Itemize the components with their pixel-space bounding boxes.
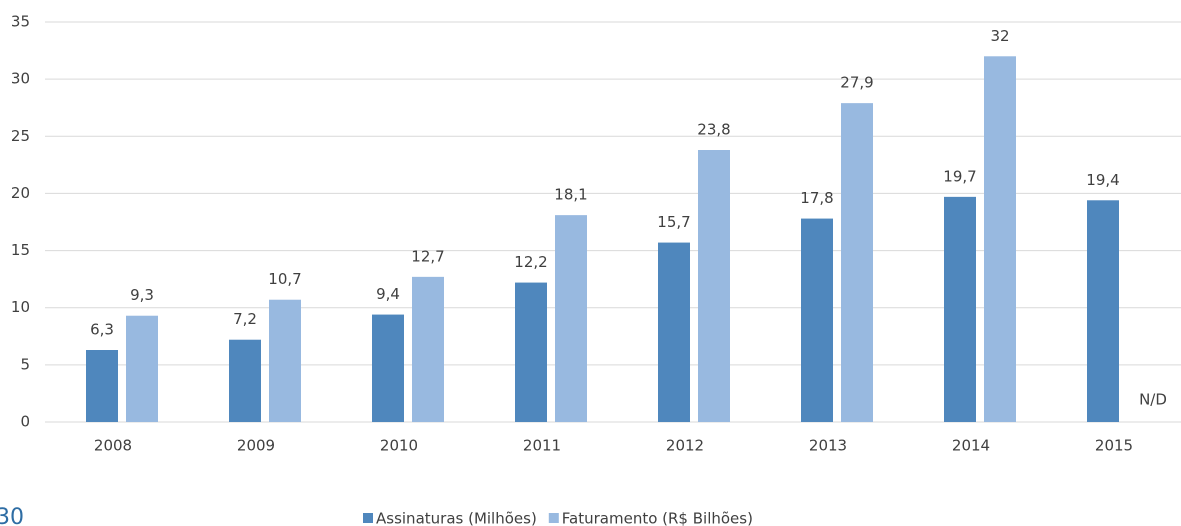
bar (984, 56, 1016, 423)
value-label: 32 (990, 27, 1009, 45)
value-label: 7,2 (233, 310, 257, 328)
value-label: 19,4 (1086, 171, 1119, 189)
x-tick-label: 2013 (809, 437, 847, 455)
bar (412, 276, 444, 422)
y-tick-label: 25 (11, 127, 30, 145)
bar (944, 196, 976, 422)
value-label: 18,1 (554, 186, 587, 204)
legend-label: Assinaturas (Milhões) (376, 510, 537, 526)
value-label: 17,8 (800, 189, 833, 207)
bar (372, 314, 404, 422)
bar (126, 315, 158, 422)
y-tick-label: 15 (11, 241, 30, 259)
y-tick-label: 35 (11, 13, 30, 31)
legend-swatch (548, 513, 559, 523)
bar (229, 339, 261, 422)
value-label: 12,2 (514, 253, 547, 271)
x-tick-label: 2012 (666, 437, 704, 455)
bar (658, 242, 690, 422)
x-tick-label: 2011 (523, 437, 561, 455)
bar (269, 299, 301, 422)
value-label: 12,7 (411, 247, 444, 265)
y-tick-label: 20 (11, 184, 30, 202)
y-tick-label: 5 (20, 355, 30, 373)
bar (555, 215, 587, 422)
bar (1087, 200, 1119, 422)
bar (841, 103, 873, 423)
value-label: 23,8 (697, 121, 730, 139)
bar (698, 150, 730, 422)
x-tick-label: 2009 (237, 437, 275, 455)
y-tick-label: 10 (11, 298, 30, 316)
x-tick-label: 2008 (94, 437, 132, 455)
legend-label: Faturamento (R$ Bilhões) (562, 510, 753, 526)
value-label: 9,4 (376, 285, 400, 303)
value-label: 19,7 (943, 167, 976, 185)
legend-swatch (363, 513, 373, 523)
x-tick-label: 2015 (1095, 437, 1133, 455)
page-number: 30 (0, 505, 24, 526)
y-tick-label: 0 (20, 413, 30, 431)
value-label: 15,7 (657, 213, 690, 231)
value-label: N/D (1139, 391, 1167, 409)
y-tick-label: 30 (11, 70, 30, 88)
value-label: 10,7 (268, 270, 301, 288)
bar (515, 282, 547, 422)
value-label: 9,3 (130, 286, 154, 304)
bar (86, 350, 118, 422)
value-label: 6,3 (90, 321, 114, 339)
value-label: 27,9 (840, 74, 873, 92)
bar (801, 218, 833, 422)
x-tick-label: 2014 (952, 437, 990, 455)
x-tick-label: 2010 (380, 437, 418, 455)
